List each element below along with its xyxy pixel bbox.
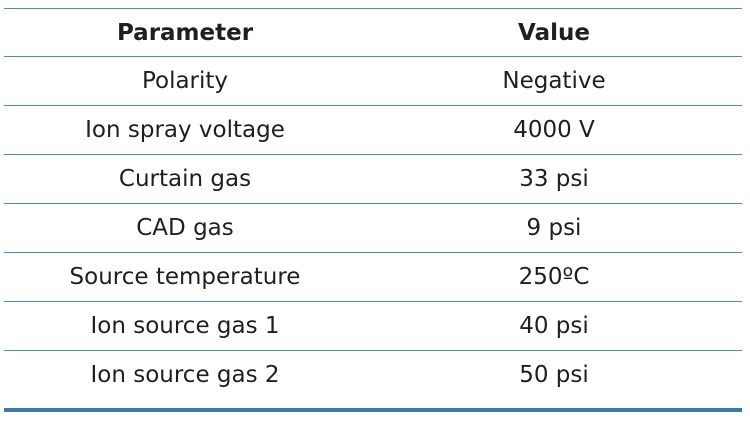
value-cell: Negative	[366, 56, 742, 106]
table-row: Ion source gas 1 40 psi	[4, 301, 742, 351]
header-parameter: Parameter	[4, 8, 366, 57]
table-row: Ion spray voltage 4000 V	[4, 105, 742, 155]
header-value: Value	[366, 8, 742, 57]
value-cell: 250ºC	[366, 252, 742, 302]
table-row: CAD gas 9 psi	[4, 203, 742, 253]
parameter-cell: CAD gas	[4, 203, 366, 253]
value-cell: 50 psi	[366, 350, 742, 399]
table-row: Source temperature 250ºC	[4, 252, 742, 302]
parameter-cell: Ion source gas 2	[4, 350, 366, 399]
table-row: Ion source gas 2 50 psi	[4, 350, 742, 399]
parameter-table: Parameter Value Polarity Negative Ion sp…	[4, 8, 742, 399]
value-cell: 40 psi	[366, 301, 742, 351]
parameter-cell: Ion spray voltage	[4, 105, 366, 155]
parameter-cell: Source temperature	[4, 252, 366, 302]
table-header-row: Parameter Value	[4, 8, 742, 57]
table-row: Curtain gas 33 psi	[4, 154, 742, 204]
parameter-cell: Polarity	[4, 56, 366, 106]
value-cell: 4000 V	[366, 105, 742, 155]
parameter-cell: Ion source gas 1	[4, 301, 366, 351]
table-bottom-rule	[4, 408, 742, 412]
table-row: Polarity Negative	[4, 56, 742, 106]
parameter-cell: Curtain gas	[4, 154, 366, 204]
value-cell: 9 psi	[366, 203, 742, 253]
value-cell: 33 psi	[366, 154, 742, 204]
